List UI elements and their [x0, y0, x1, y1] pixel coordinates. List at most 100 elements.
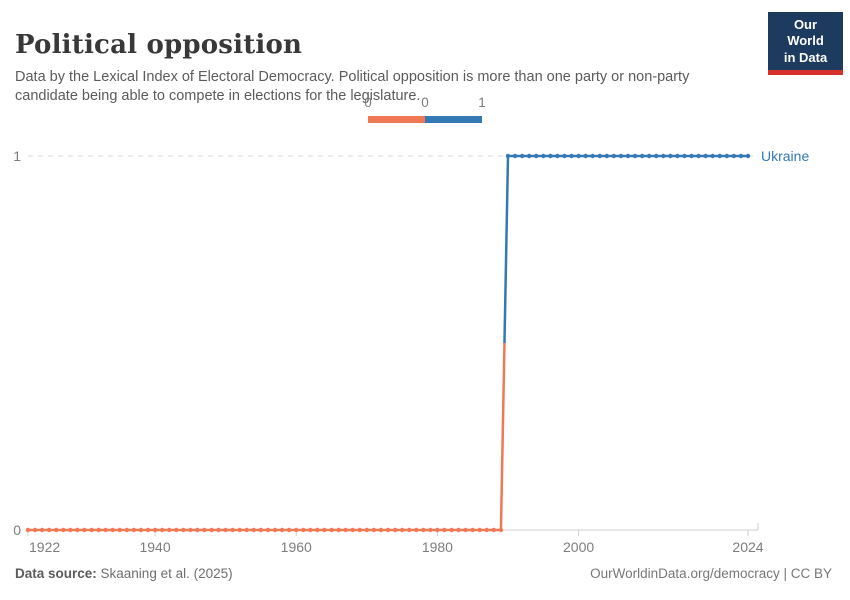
- data-point-1995[interactable]: [541, 153, 546, 159]
- data-point-2002[interactable]: [590, 153, 595, 159]
- data-point-1965[interactable]: [329, 527, 334, 533]
- data-point-1929[interactable]: [75, 527, 80, 533]
- data-point-1941[interactable]: [159, 527, 165, 533]
- series-segment-value1[interactable]: [503, 154, 748, 344]
- data-point-2021[interactable]: [724, 153, 730, 159]
- data-point-2024[interactable]: [745, 153, 751, 159]
- data-point-1945[interactable]: [188, 527, 193, 533]
- data-point-2013[interactable]: [668, 153, 673, 159]
- data-point-1986[interactable]: [477, 527, 482, 533]
- data-point-2000[interactable]: [576, 153, 581, 159]
- data-point-1998[interactable]: [562, 153, 567, 159]
- data-point-1922[interactable]: [25, 527, 31, 533]
- data-point-2009[interactable]: [639, 153, 645, 159]
- data-point-1963[interactable]: [315, 527, 320, 533]
- data-point-1981[interactable]: [442, 527, 447, 533]
- data-point-1958[interactable]: [279, 527, 285, 533]
- owid-logo[interactable]: Our World in Data: [768, 12, 843, 75]
- data-point-1925[interactable]: [46, 527, 52, 533]
- data-point-2014[interactable]: [675, 153, 680, 159]
- data-point-1943[interactable]: [174, 527, 179, 533]
- data-point-1947[interactable]: [202, 527, 207, 533]
- data-point-1974[interactable]: [392, 527, 398, 533]
- data-point-2019[interactable]: [710, 153, 715, 159]
- data-point-1999[interactable]: [569, 153, 574, 159]
- data-point-1951[interactable]: [230, 527, 235, 533]
- data-point-1996[interactable]: [548, 153, 553, 159]
- data-point-1988[interactable]: [491, 527, 497, 533]
- data-point-1924[interactable]: [39, 527, 45, 533]
- data-point-1968[interactable]: [350, 527, 355, 533]
- data-point-1993[interactable]: [526, 153, 532, 159]
- data-point-2010[interactable]: [646, 153, 652, 159]
- data-point-1944[interactable]: [181, 527, 186, 533]
- data-point-1923[interactable]: [32, 527, 38, 533]
- data-point-1979[interactable]: [428, 527, 433, 533]
- data-point-1936[interactable]: [124, 527, 130, 533]
- data-point-2016[interactable]: [689, 153, 694, 159]
- data-point-1953[interactable]: [244, 527, 250, 533]
- data-point-2007[interactable]: [625, 153, 631, 159]
- data-point-1989[interactable]: [498, 527, 504, 533]
- data-point-2011[interactable]: [654, 153, 659, 159]
- data-point-1967[interactable]: [343, 527, 348, 533]
- data-point-2008[interactable]: [632, 153, 638, 159]
- data-point-1966[interactable]: [336, 527, 341, 533]
- data-point-2012[interactable]: [661, 153, 666, 159]
- data-point-1983[interactable]: [456, 527, 461, 533]
- data-point-2003[interactable]: [597, 153, 602, 159]
- series-label-ukraine[interactable]: Ukraine: [761, 148, 810, 164]
- data-point-1940[interactable]: [152, 527, 158, 533]
- data-point-1970[interactable]: [364, 527, 370, 533]
- data-point-1957[interactable]: [272, 527, 278, 533]
- data-point-1934[interactable]: [110, 527, 115, 533]
- data-point-2020[interactable]: [717, 153, 722, 159]
- legend-bin-no-opposition[interactable]: [368, 116, 425, 123]
- data-point-1990[interactable]: [505, 153, 511, 159]
- data-point-1961[interactable]: [301, 527, 306, 533]
- data-point-1935[interactable]: [117, 527, 122, 533]
- data-point-1939[interactable]: [145, 527, 151, 533]
- data-point-1938[interactable]: [138, 527, 144, 533]
- data-point-1991[interactable]: [512, 153, 518, 159]
- data-point-1949[interactable]: [216, 527, 221, 533]
- legend-bin-opposition[interactable]: [425, 116, 482, 123]
- data-point-1959[interactable]: [286, 527, 292, 533]
- data-point-1954[interactable]: [251, 527, 257, 533]
- data-point-2005[interactable]: [611, 153, 617, 159]
- data-point-2018[interactable]: [703, 153, 708, 159]
- data-point-1969[interactable]: [357, 527, 362, 533]
- data-point-1942[interactable]: [166, 527, 172, 533]
- data-point-1933[interactable]: [103, 527, 108, 533]
- data-point-2004[interactable]: [604, 153, 610, 159]
- data-point-1982[interactable]: [449, 527, 454, 533]
- data-point-2001[interactable]: [583, 153, 588, 159]
- data-point-1928[interactable]: [68, 527, 73, 533]
- data-point-1977[interactable]: [414, 527, 419, 533]
- data-point-2006[interactable]: [618, 153, 624, 159]
- data-point-1994[interactable]: [534, 153, 539, 159]
- data-point-1971[interactable]: [371, 527, 377, 533]
- data-point-1962[interactable]: [308, 527, 313, 533]
- data-point-1964[interactable]: [322, 527, 327, 533]
- data-point-1987[interactable]: [484, 527, 490, 533]
- data-point-1932[interactable]: [96, 527, 101, 533]
- data-point-1978[interactable]: [421, 527, 426, 533]
- data-point-1955[interactable]: [258, 527, 264, 533]
- license-credit-link[interactable]: OurWorldinData.org/democracy | CC BY: [590, 566, 832, 581]
- data-point-1997[interactable]: [555, 153, 560, 159]
- data-point-1980[interactable]: [435, 527, 440, 533]
- data-point-2017[interactable]: [696, 153, 701, 159]
- data-point-1930[interactable]: [82, 527, 87, 533]
- data-point-2023[interactable]: [738, 153, 744, 159]
- data-point-1985[interactable]: [470, 527, 475, 533]
- data-point-1937[interactable]: [131, 527, 137, 533]
- series-segment-value0[interactable]: [28, 342, 506, 532]
- data-point-1926[interactable]: [54, 527, 59, 533]
- data-point-2022[interactable]: [731, 153, 737, 159]
- data-point-1948[interactable]: [209, 527, 214, 533]
- data-point-1931[interactable]: [89, 527, 94, 533]
- data-point-1975[interactable]: [399, 527, 405, 533]
- data-point-1927[interactable]: [61, 527, 66, 533]
- data-point-1950[interactable]: [223, 527, 228, 533]
